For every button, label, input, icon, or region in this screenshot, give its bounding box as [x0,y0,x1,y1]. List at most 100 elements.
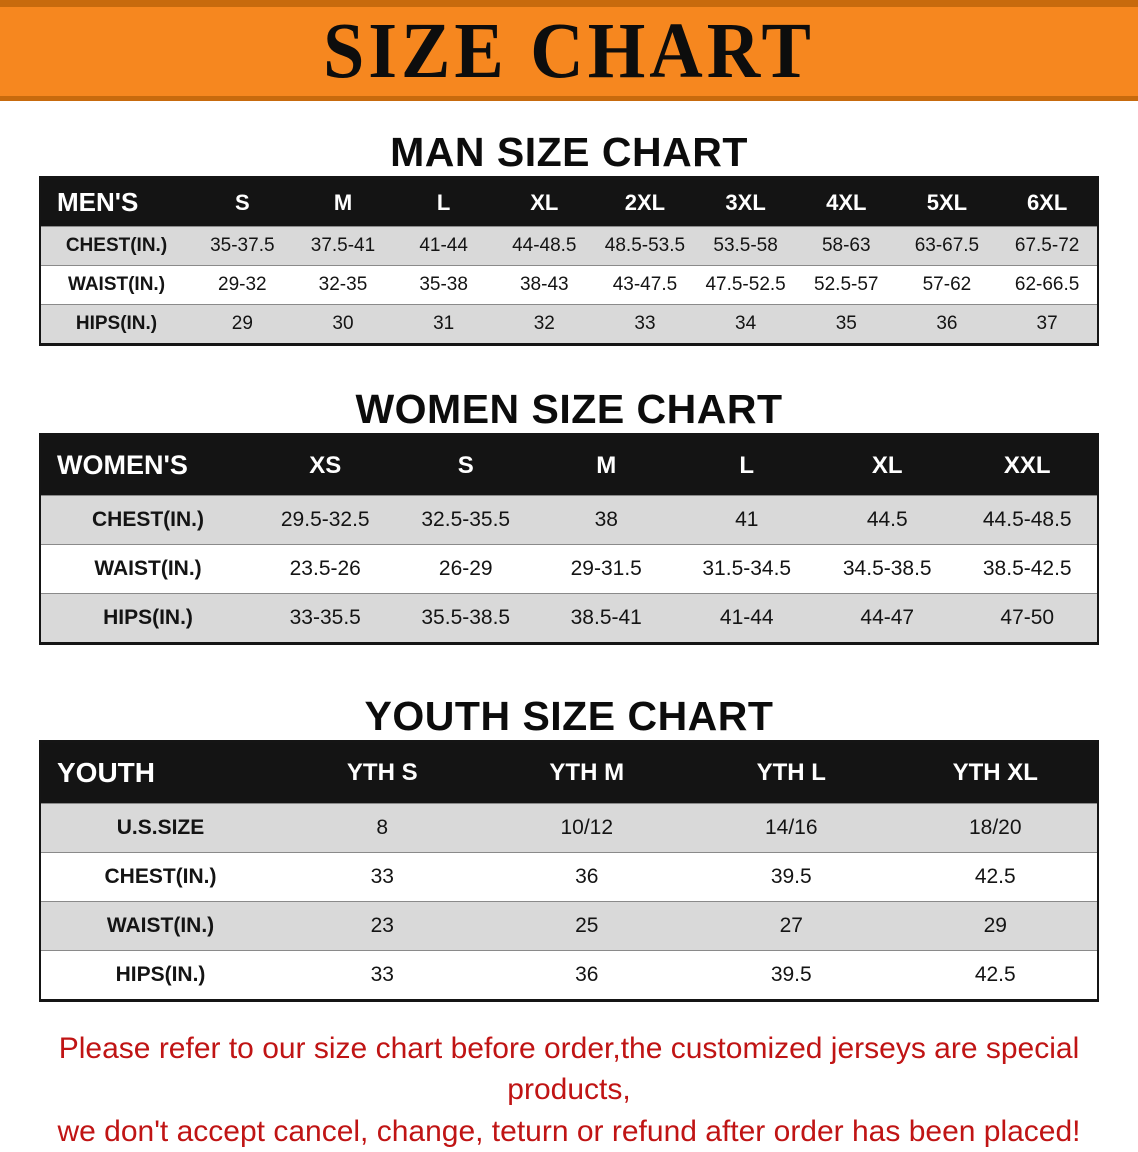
disclaimer-note: Please refer to our size chart before or… [0,1028,1138,1152]
size-value-cell: 52.5-57 [795,265,897,305]
youth-size-heading: YOUTH SIZE CHART [364,693,774,739]
table-header-row: WOMEN'S XS S M L XL XXL [40,434,1098,496]
size-value-cell: 27 [689,901,894,951]
womens-size-table: WOMEN'S XS S M L XL XXL CHEST(IN.) 29.5-32.5 32.5… [39,433,1099,645]
size-value-cell: 33 [280,950,485,1001]
size-header-cell: 5XL [896,177,998,227]
size-chart-banner: SIZE CHART [0,0,1138,101]
size-header-cell: 4XL [795,177,897,227]
size-value-cell: 33 [594,304,696,345]
size-value-cell: 47.5-52.5 [695,265,796,305]
size-value-cell: 29 [893,901,1098,951]
size-value-cell: 33 [280,852,485,902]
size-value-cell: 23.5-26 [255,544,396,594]
size-value-cell: 44.5-48.5 [957,495,1098,545]
size-header-cell: XS [255,434,396,496]
size-value-cell: 44.5 [817,495,958,545]
size-value-cell: 32 [493,304,595,345]
size-value-cell: 35 [795,304,897,345]
size-header-cell: XL [493,177,595,227]
row-label-cell: CHEST(IN.) [40,226,192,266]
size-value-cell: 41-44 [393,226,494,266]
size-value-cell: 44-48.5 [493,226,595,266]
size-value-cell: 38 [536,495,677,545]
size-header-cell: 2XL [594,177,696,227]
table-row: U.S.SIZE 8 10/12 14/16 18/20 [40,803,1098,853]
size-value-cell: 62-66.5 [997,265,1098,305]
size-value-cell: 37.5-41 [292,226,394,266]
man-size-heading: MAN SIZE CHART [390,129,748,175]
disclaimer-line-2: we don't accept cancel, change, teturn o… [57,1114,1081,1148]
size-value-cell: 32.5-35.5 [395,495,536,545]
size-value-cell: 43-47.5 [594,265,696,305]
size-value-cell: 26-29 [395,544,536,594]
table-header-row: MEN'S S M L XL 2XL 3XL 4XL 5XL 6XL [40,177,1098,227]
size-value-cell: 44-47 [817,593,958,644]
size-header-cell: XL [817,434,958,496]
size-value-cell: 33-35.5 [255,593,396,644]
women-size-section: WOMEN SIZE CHART WOMEN'S XS S M L XL XXL CHEST(… [0,386,1138,645]
man-size-section: MAN SIZE CHART MEN'S S M L XL 2XL 3XL 4XL 5XL 6XL… [0,129,1138,346]
size-value-cell: 35.5-38.5 [395,593,536,644]
table-row: HIPS(IN.) 33-35.5 35.5-38.5 38.5-41 41-44 44-… [40,593,1098,644]
size-value-cell: 36 [484,950,689,1001]
mens-size-table: MEN'S S M L XL 2XL 3XL 4XL 5XL 6XL CHEST(IN.) 35-37… [39,176,1099,346]
size-value-cell: 34.5-38.5 [817,544,958,594]
size-value-cell: 38.5-41 [536,593,677,644]
size-value-cell: 42.5 [893,852,1098,902]
row-label-cell: WAIST(IN.) [40,265,192,305]
size-value-cell: 10/12 [484,803,689,853]
size-header-cell: L [676,434,817,496]
table-row: WAIST(IN.) 23 25 27 29 [40,901,1098,951]
size-header-cell: YTH L [689,741,894,804]
size-value-cell: 29.5-32.5 [255,495,396,545]
women-size-heading: WOMEN SIZE CHART [355,386,783,432]
disclaimer-line-1: Please refer to our size chart before or… [58,1032,1080,1107]
size-header-cell: M [292,177,394,227]
size-header-cell: YTH M [484,741,689,804]
size-value-cell: 39.5 [689,950,894,1001]
size-value-cell: 30 [292,304,394,345]
table-row: WAIST(IN.) 23.5-26 26-29 29-31.5 31.5-34.5 34… [40,544,1098,594]
size-header-cell: XXL [957,434,1098,496]
row-label-cell: HIPS(IN.) [40,950,280,1001]
size-value-cell: 42.5 [893,950,1098,1001]
row-label-cell: CHEST(IN.) [40,852,280,902]
size-value-cell: 53.5-58 [695,226,796,266]
size-value-cell: 31 [393,304,494,345]
size-value-cell: 29-32 [192,265,293,305]
size-value-cell: 25 [484,901,689,951]
size-value-cell: 39.5 [689,852,894,902]
table-row: HIPS(IN.) 33 36 39.5 42.5 [40,950,1098,1001]
size-header-cell: 6XL [997,177,1098,227]
size-value-cell: 35-38 [393,265,494,305]
size-header-cell: S [192,177,293,227]
size-value-cell: 23 [280,901,485,951]
size-value-cell: 38.5-42.5 [957,544,1098,594]
row-label-cell: HIPS(IN.) [40,304,192,345]
row-label-cell: HIPS(IN.) [40,593,255,644]
table-row: CHEST(IN.) 35-37.5 37.5-41 41-44 44-48.5 48.5… [40,226,1098,266]
size-chart-title: SIZE CHART [323,6,815,96]
size-value-cell: 38-43 [493,265,595,305]
table-title-cell: YOUTH [40,741,280,804]
size-value-cell: 18/20 [893,803,1098,853]
size-header-cell: 3XL [695,177,796,227]
youth-size-section: YOUTH SIZE CHART YOUTH YTH S YTH M YTH L YTH… [0,693,1138,1002]
row-label-cell: WAIST(IN.) [40,901,280,951]
size-header-cell: YTH XL [893,741,1098,804]
size-value-cell: 67.5-72 [997,226,1098,266]
size-value-cell: 14/16 [689,803,894,853]
size-value-cell: 34 [695,304,796,345]
table-row: HIPS(IN.) 29 30 31 32 33 34 35 36 37 [40,304,1098,345]
size-value-cell: 37 [997,304,1098,345]
row-label-cell: WAIST(IN.) [40,544,255,594]
size-value-cell: 63-67.5 [896,226,998,266]
table-row: CHEST(IN.) 33 36 39.5 42.5 [40,852,1098,902]
size-value-cell: 36 [484,852,689,902]
size-value-cell: 58-63 [795,226,897,266]
table-title-cell: WOMEN'S [40,434,255,496]
size-value-cell: 31.5-34.5 [676,544,817,594]
size-value-cell: 41-44 [676,593,817,644]
